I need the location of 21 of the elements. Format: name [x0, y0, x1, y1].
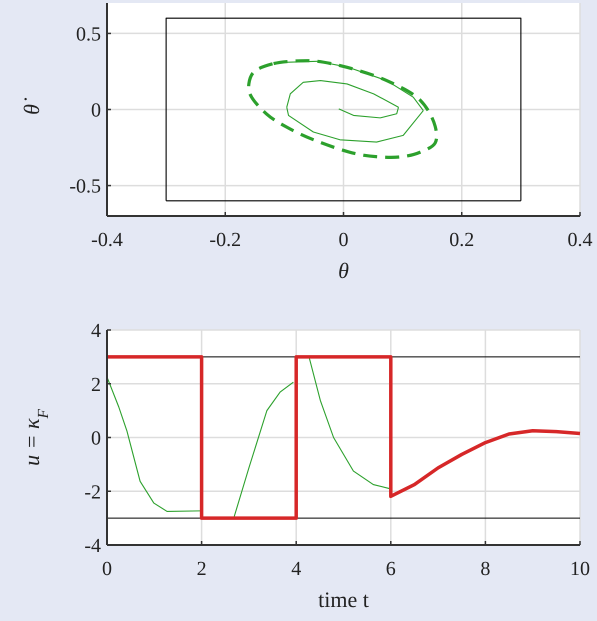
x-tick-label: 10 — [570, 558, 590, 580]
y-tick-label: 2 — [91, 374, 101, 396]
x-tick-label: 8 — [480, 558, 490, 580]
x-tick-label: 4 — [291, 558, 302, 580]
y-tick-label: 0 — [91, 428, 101, 450]
y-tick-label: 0 — [91, 100, 101, 122]
x-tick-label: 0 — [338, 229, 348, 251]
x-tick-label: -0.4 — [91, 229, 123, 251]
x-tick-label: 2 — [196, 558, 207, 580]
x-axis-title: time t — [318, 587, 369, 612]
x-tick-label: 6 — [386, 558, 396, 580]
y-tick-label: -2 — [84, 481, 101, 504]
x-axis-title: θ — [338, 258, 350, 283]
y-tick-label: 4 — [91, 320, 101, 342]
x-tick-label: 0.2 — [449, 229, 474, 251]
y-tick-label: 0.5 — [76, 23, 101, 46]
x-tick-label: 0.4 — [568, 229, 592, 251]
y-tick-label: -0.5 — [69, 176, 101, 198]
x-tick-label: -0.2 — [209, 229, 242, 251]
y-tick-label: -4 — [84, 535, 101, 557]
y-axis-title: θ̇ — [19, 97, 44, 115]
